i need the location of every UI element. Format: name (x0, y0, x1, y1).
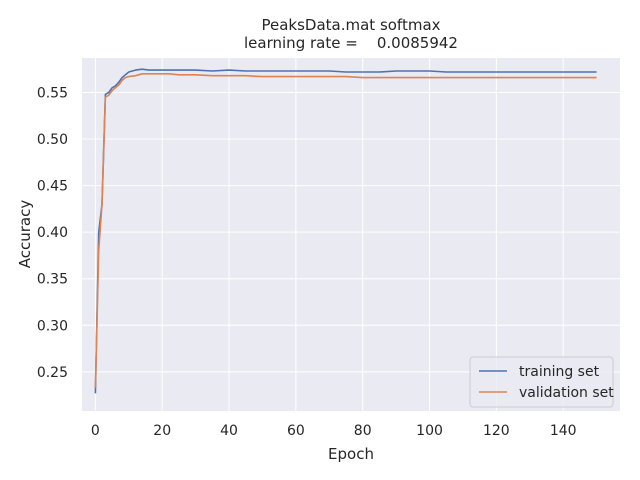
legend-label-training: training set (519, 364, 600, 380)
x-tick-label: 120 (483, 423, 510, 439)
y-tick-label: 0.30 (37, 318, 68, 334)
x-axis-label: Epoch (328, 445, 374, 463)
y-tick-label: 0.50 (37, 132, 68, 148)
legend: training set validation set (469, 356, 614, 408)
x-tick-label: 100 (416, 423, 443, 439)
y-axis-label: Accuracy (16, 200, 34, 269)
x-tick-label: 20 (153, 423, 171, 439)
y-tick-label: 0.25 (37, 365, 68, 381)
series-lines (94, 68, 597, 394)
validation-series-line (94, 73, 597, 388)
y-tick-label: 0.45 (37, 179, 68, 195)
legend-label-validation: validation set (519, 385, 614, 401)
y-tick-label: 0.35 (37, 272, 68, 288)
legend-box (469, 356, 614, 408)
chart-title: PeaksData.mat softmax (261, 16, 440, 34)
x-tick-label: 140 (550, 423, 577, 439)
x-tick-label: 40 (220, 423, 238, 439)
y-tick-label: 0.55 (37, 85, 68, 101)
y-tick-label: 0.40 (37, 225, 68, 241)
plot-area (82, 58, 620, 411)
x-tick-label: 0 (91, 423, 100, 439)
training-series-line (94, 68, 597, 394)
x-tick-label: 60 (287, 423, 305, 439)
x-tick-label: 80 (354, 423, 372, 439)
grid-lines (82, 58, 620, 411)
chart-subtitle: learning rate = 0.0085942 (244, 34, 458, 52)
tick-labels: 0 20 40 60 80 100 120 140 0.25 0.30 0.35 0.40 0.45 0.… (37, 85, 577, 439)
